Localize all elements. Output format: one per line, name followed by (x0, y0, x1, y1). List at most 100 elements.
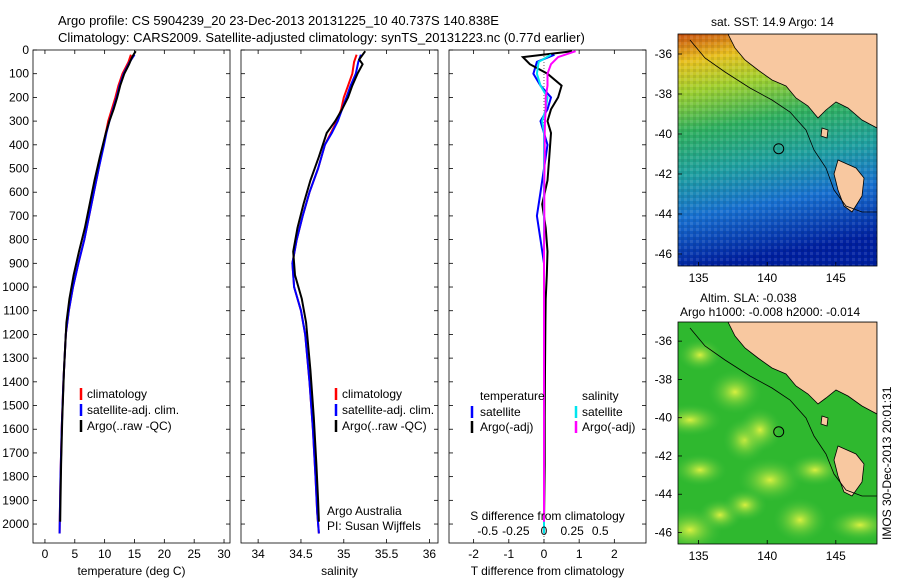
sst-land-mainland (727, 34, 877, 129)
legend-entry: climatology (342, 387, 402, 401)
sla-blob (678, 404, 722, 436)
legend-entry: satellite-adj. clim. (87, 403, 179, 417)
x-axis-label: salinity (321, 564, 358, 578)
x-tick-label: 35 (337, 547, 351, 561)
top-tick-label: -0.25 (502, 524, 530, 538)
header-line1: Argo profile: CS 5904239_20 23-Dec-2013 … (58, 13, 499, 28)
series-line (59, 50, 137, 522)
sst-map-title: sat. SST: 14.9 Argo: 14 (711, 15, 834, 29)
map-y-tick-label: -36 (655, 334, 673, 348)
y-tick-label: 1400 (2, 375, 29, 389)
map-x-tick-label: 140 (757, 549, 777, 563)
map-y-tick-label: -42 (655, 167, 673, 181)
y-tick-label: 600 (9, 185, 29, 199)
x-tick-label: -2 (468, 547, 479, 561)
y-tick-label: 900 (9, 256, 29, 270)
map-y-tick-label: -46 (655, 526, 673, 540)
y-tick-label: 200 (9, 90, 29, 104)
map-x-tick-label: 145 (826, 271, 846, 285)
map-y-tick-label: -44 (655, 207, 673, 221)
series-line (543, 50, 576, 522)
x-axis-label: temperature (deg C) (77, 564, 185, 578)
x-tick-label: -1 (503, 547, 514, 561)
x-tick-label: 1 (576, 547, 583, 561)
y-tick-label: 1700 (2, 446, 29, 460)
plot-frame (240, 49, 439, 544)
y-tick-label: 1100 (3, 304, 29, 318)
sla-argo-marker (773, 426, 785, 438)
y-tick-label: 1200 (2, 327, 29, 341)
x-tick-label: 0 (42, 547, 49, 561)
sla-blob (723, 489, 767, 521)
sla-blob (828, 509, 877, 541)
x-tick-label: 20 (158, 547, 172, 561)
sla-blob (773, 498, 827, 542)
map-y-tick-label: -40 (655, 411, 673, 425)
sla-anomaly-blobs (678, 339, 877, 544)
legend-entry: Argo(-adj) (480, 420, 533, 434)
y-tick-label: 1500 (2, 399, 29, 413)
x-tick-label: 15 (128, 547, 142, 561)
sst-map: sat. SST: 14.9 Argo: 14 135 140 145 -36 -38 -… (655, 15, 878, 285)
sla-blob (678, 339, 722, 371)
legend-entry: Argo(..raw -QC) (87, 419, 172, 433)
sst-land-king-island (820, 127, 829, 139)
temperature-panel: 0 5 10 15 20 25 300100200300400500600700800900… (2, 43, 231, 578)
x-tick-label: 30 (217, 547, 231, 561)
legend-entry: climatology (87, 387, 147, 401)
sla-map-title-line2: Argo h1000: -0.008 h2000: -0.014 (680, 305, 860, 319)
y-tick-label: 400 (9, 138, 29, 152)
x-tick-label: 35.5 (375, 547, 399, 561)
plot-frame (448, 49, 647, 544)
plot-frame (32, 49, 231, 544)
y-tick-label: 1600 (2, 422, 29, 436)
sla-land-mainland (727, 322, 877, 415)
side-caption: IMOS 30-Dec-2013 20:01:31 (880, 386, 894, 540)
x-tick-label: 10 (98, 547, 112, 561)
salinity-panel: 34 34.5 35 35.5 36 salinity climatology satelli… (240, 49, 439, 578)
top-axis-label: S difference from climatology (470, 509, 625, 523)
y-tick-label: 800 (9, 233, 29, 247)
series-line (291, 54, 362, 534)
annotation: Argo Australia (327, 504, 402, 518)
top-tick-label: 0.5 (592, 524, 609, 538)
difference-panel: -2 -1 0 1 2 T difference from climatology S di… (448, 49, 647, 578)
top-tick-label: -0.5 (477, 524, 498, 538)
map-x-tick-label: 140 (757, 271, 777, 285)
header-line2: Climatology: CARS2009. Satellite-adjuste… (58, 30, 585, 45)
x-tick-label: 25 (188, 547, 202, 561)
y-tick-label: 1800 (2, 470, 29, 484)
y-tick-label: 1300 (2, 351, 29, 365)
series-line (520, 50, 573, 522)
map-x-tick-label: 135 (689, 271, 709, 285)
sla-blob (738, 408, 782, 452)
legend-entry: Argo(..raw -QC) (342, 419, 427, 433)
sla-blob (708, 370, 762, 414)
x-axis-label: T difference from climatology (471, 564, 625, 578)
sla-blob (788, 454, 842, 486)
map-y-tick-label: -38 (655, 372, 673, 386)
map-y-tick-label: -40 (655, 127, 673, 141)
series-line (292, 50, 367, 522)
y-tick-label: 100 (9, 67, 29, 81)
y-tick-label: 2000 (2, 517, 29, 531)
sla-shelf-contour (689, 327, 877, 497)
x-tick-label: 5 (71, 547, 78, 561)
sst-shelf-contour (689, 39, 877, 213)
sla-blob (678, 508, 722, 544)
legend-entry: satellite (582, 405, 623, 419)
sla-map-title-line1: Altim. SLA: -0.038 (700, 291, 797, 305)
x-tick-label: 2 (611, 547, 618, 561)
legend-entry: satellite (480, 405, 521, 419)
top-tick-label: 0.25 (560, 524, 584, 538)
x-tick-label: 34.5 (289, 547, 313, 561)
sst-argo-marker (773, 143, 785, 155)
y-tick-label: 1900 (2, 493, 29, 507)
legend-entry: Argo(-adj) (582, 420, 635, 434)
y-tick-label: 0 (22, 43, 29, 57)
map-y-tick-label: -46 (655, 247, 673, 261)
map-y-tick-label: -44 (655, 487, 673, 501)
y-tick-label: 300 (9, 114, 29, 128)
annotation: PI: Susan Wijffels (327, 519, 421, 533)
